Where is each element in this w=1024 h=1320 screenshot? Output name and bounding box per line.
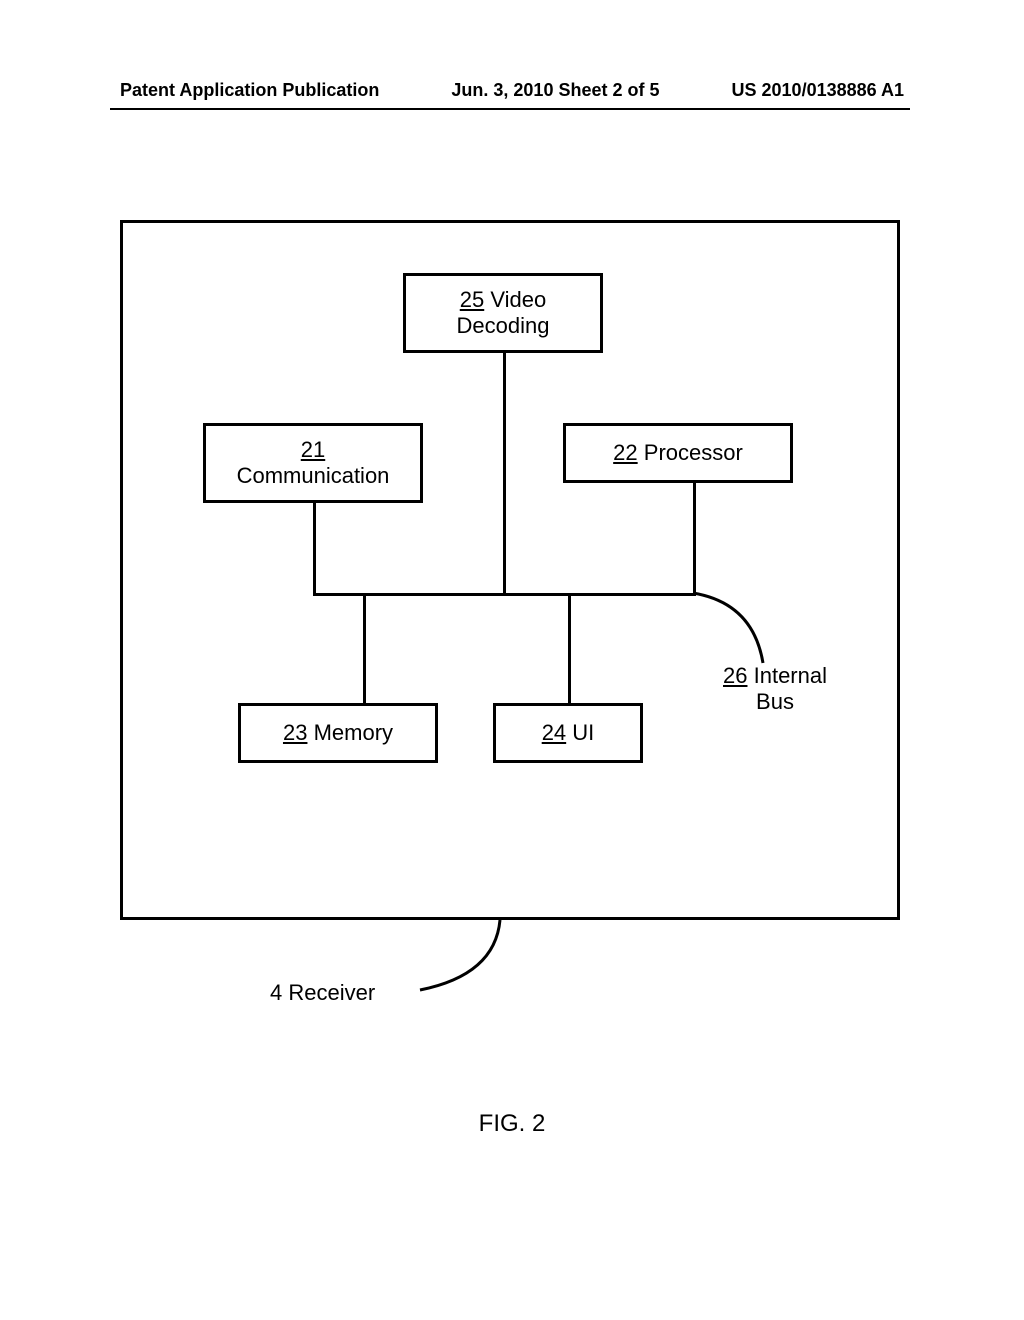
node-ref: 21 [301,437,325,462]
receiver-callout-arc [400,920,520,1000]
header-rule [110,108,910,110]
drop-memory [363,593,366,703]
header-left: Patent Application Publication [120,80,379,101]
node-ref: 25 [460,287,484,312]
drop-communication [313,503,316,593]
node-content: 24 UI [542,720,595,746]
node-content: 22 Processor [613,440,743,466]
node-content: 21 Communication [237,437,390,490]
bus-horizontal [313,593,693,596]
node-label-line2: Decoding [457,313,550,338]
node-processor: 22 Processor [563,423,793,483]
node-label: UI [572,720,594,745]
node-content: 23 Memory [283,720,393,746]
drop-ui [568,593,571,703]
bus-callout-arc [693,593,793,673]
node-ref: 22 [613,440,637,465]
node-video-decoding: 25 Video Decoding [403,273,603,353]
node-label: Processor [644,440,743,465]
bus-label: 26 Internal Bus [723,663,827,716]
figure-label: FIG. 2 [0,1110,1024,1138]
receiver-block-diagram: 25 Video Decoding 21 Communication 22 Pr… [120,220,900,920]
node-label-line1: Video [490,287,546,312]
node-label: Communication [237,463,390,488]
node-content: 25 Video Decoding [457,287,550,340]
bus-label-text1: Internal [754,663,827,688]
node-ui: 24 UI [493,703,643,763]
node-communication: 21 Communication [203,423,423,503]
drop-video-decoding [503,353,506,593]
node-label: Memory [314,720,393,745]
bus-ref: 26 [723,663,747,688]
header-right: US 2010/0138886 A1 [732,80,904,101]
page-header: Patent Application Publication Jun. 3, 2… [0,80,1024,101]
bus-label-text2: Bus [756,689,794,714]
node-memory: 23 Memory [238,703,438,763]
drop-processor [693,483,696,596]
node-ref: 24 [542,720,566,745]
header-center: Jun. 3, 2010 Sheet 2 of 5 [451,80,659,101]
receiver-label: 4 Receiver [270,980,375,1006]
node-ref: 23 [283,720,307,745]
